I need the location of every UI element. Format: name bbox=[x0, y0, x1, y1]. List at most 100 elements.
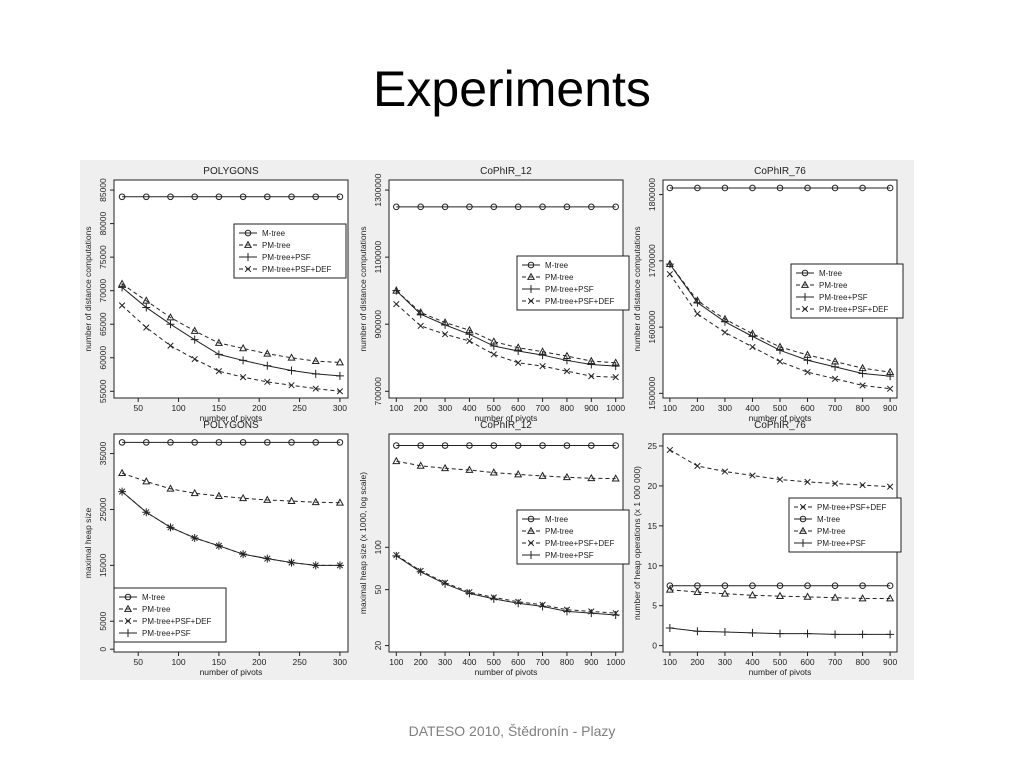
data-point bbox=[694, 462, 701, 470]
data-point bbox=[611, 474, 620, 482]
legend-marker bbox=[527, 285, 535, 293]
data-point bbox=[417, 203, 424, 211]
data-point bbox=[288, 382, 295, 389]
data-point bbox=[539, 203, 546, 211]
data-point bbox=[335, 371, 344, 380]
data-point bbox=[562, 356, 571, 365]
y-tick-label: 75000 bbox=[98, 245, 108, 269]
data-point bbox=[264, 193, 271, 201]
legend-label: PM-tree bbox=[142, 605, 171, 614]
y-tick-label: 55000 bbox=[98, 379, 108, 403]
legend-marker bbox=[244, 253, 252, 261]
data-point bbox=[312, 439, 320, 446]
y-axis-label: maximal heap size bbox=[83, 508, 93, 579]
x-tick-label: 800 bbox=[560, 403, 574, 413]
series-line bbox=[396, 460, 616, 480]
data-point bbox=[215, 368, 223, 375]
data-point bbox=[539, 362, 546, 370]
data-point bbox=[142, 303, 151, 312]
legend-label: PM-tree+PSF bbox=[262, 253, 311, 262]
legend: PM-tree+PSF+DEF M-tree PM-tree PM-tree+PSF bbox=[788, 497, 902, 553]
series-pm-tree bbox=[392, 456, 620, 482]
series-pm-tree-psf-def bbox=[393, 300, 619, 381]
data-point bbox=[335, 498, 344, 506]
data-point bbox=[720, 317, 729, 326]
legend-label: M-tree bbox=[545, 261, 569, 270]
y-tick-label: 5 bbox=[652, 601, 657, 611]
x-axis-label: number of pivots bbox=[200, 667, 263, 677]
x-axis-label: number of pivots bbox=[749, 413, 812, 423]
data-point bbox=[803, 356, 812, 365]
legend-label: M-tree bbox=[819, 269, 843, 278]
x-tick-label: 900 bbox=[883, 657, 897, 667]
legend-label: PM-tree bbox=[819, 281, 848, 290]
data-point bbox=[416, 461, 425, 469]
data-point bbox=[312, 193, 320, 201]
series-line bbox=[395, 290, 616, 367]
data-point bbox=[166, 523, 175, 532]
data-point bbox=[490, 203, 498, 211]
data-point bbox=[417, 442, 424, 449]
data-point bbox=[287, 366, 296, 375]
x-tick-label: 200 bbox=[252, 657, 266, 667]
data-point bbox=[118, 283, 127, 292]
legend-marker bbox=[243, 240, 253, 248]
data-point bbox=[118, 468, 127, 477]
data-point bbox=[465, 330, 474, 339]
data-point bbox=[721, 468, 729, 475]
data-point bbox=[215, 193, 223, 201]
data-point bbox=[465, 589, 474, 598]
data-point bbox=[588, 373, 595, 380]
data-point bbox=[563, 442, 571, 449]
chart-title: POLYGONS bbox=[203, 420, 259, 431]
data-point bbox=[612, 203, 619, 211]
data-point bbox=[393, 203, 400, 211]
y-tick-label: 70000 bbox=[98, 279, 108, 303]
x-tick-label: 200 bbox=[690, 403, 704, 413]
x-tick-label: 300 bbox=[438, 403, 452, 413]
data-point bbox=[142, 193, 150, 201]
data-point bbox=[214, 491, 223, 499]
data-point bbox=[858, 630, 867, 639]
legend-marker bbox=[799, 539, 807, 547]
legend-marker bbox=[124, 629, 132, 637]
chart-1: POLYGONS 50 100 150 200 250 300 number of pivot… bbox=[83, 166, 349, 423]
data-point bbox=[190, 533, 199, 542]
data-point bbox=[239, 493, 248, 502]
data-point bbox=[665, 624, 674, 633]
data-point bbox=[393, 300, 400, 308]
y-tick-label: 1600000 bbox=[647, 310, 657, 343]
data-point bbox=[665, 585, 674, 593]
data-point bbox=[721, 184, 729, 192]
x-tick-label: 250 bbox=[292, 657, 306, 667]
y-tick-label: 1300000 bbox=[373, 173, 383, 206]
y-tick-label: 50 bbox=[373, 585, 383, 595]
y-tick-label: 900000 bbox=[373, 310, 383, 339]
data-point bbox=[263, 349, 272, 357]
data-point bbox=[441, 203, 449, 211]
data-point bbox=[776, 629, 784, 638]
y-axis-label: number of heap operations (x 1 000 000) bbox=[632, 466, 642, 620]
data-point bbox=[335, 358, 344, 366]
y-tick-label: 20 bbox=[373, 641, 383, 651]
x-tick-label: 100 bbox=[389, 657, 403, 667]
x-tick-label: 700 bbox=[828, 403, 842, 413]
x-tick-label: 150 bbox=[212, 657, 226, 667]
series-m-tree bbox=[118, 439, 344, 446]
legend-marker bbox=[527, 539, 535, 547]
y-tick-label: 10 bbox=[648, 561, 658, 571]
x-tick-label: 100 bbox=[171, 657, 185, 667]
data-point bbox=[748, 590, 757, 599]
data-point bbox=[831, 375, 839, 382]
data-point bbox=[263, 495, 272, 503]
data-point bbox=[886, 184, 894, 192]
data-point bbox=[831, 184, 839, 192]
y-tick-label: 100 bbox=[373, 540, 383, 554]
data-point bbox=[563, 368, 571, 375]
data-point bbox=[748, 628, 757, 637]
data-point bbox=[831, 593, 840, 601]
data-point bbox=[287, 496, 296, 504]
y-tick-label: 25 bbox=[648, 441, 658, 451]
legend-label: PM-tree bbox=[817, 527, 846, 536]
